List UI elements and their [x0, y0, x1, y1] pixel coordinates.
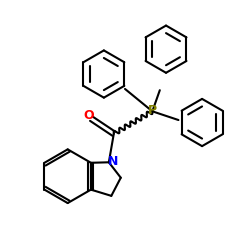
- Text: O: O: [83, 109, 94, 122]
- Text: N: N: [108, 154, 118, 168]
- Text: P: P: [148, 104, 157, 117]
